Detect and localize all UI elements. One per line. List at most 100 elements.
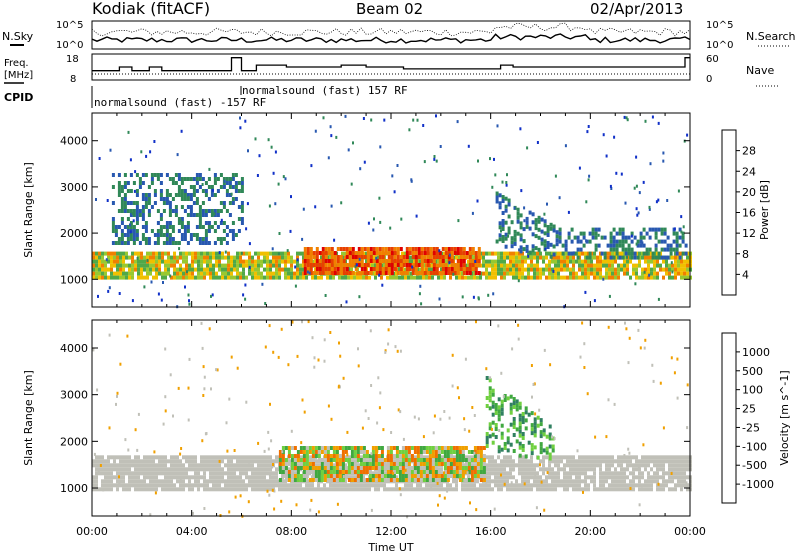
heatmap-cell xyxy=(362,450,366,454)
heatmap-cell xyxy=(515,439,519,444)
heatmap-cell xyxy=(321,263,325,267)
heatmap-cell xyxy=(213,229,217,233)
heatmap-noise xyxy=(338,341,340,345)
heatmap-cell xyxy=(422,466,426,470)
heatmap-cell xyxy=(281,479,284,484)
heatmap-cell xyxy=(545,450,549,455)
heatmap-cell xyxy=(425,458,429,462)
heatmap-cell xyxy=(251,483,254,488)
heatmap-cell xyxy=(233,467,236,472)
heatmap-cell xyxy=(528,250,532,255)
heatmap-cell xyxy=(147,201,151,205)
heatmap-cell xyxy=(482,251,485,256)
heatmap-cell xyxy=(176,275,179,280)
heatmap-cell xyxy=(530,431,534,436)
heatmap-cell xyxy=(290,483,293,488)
heatmap-cell xyxy=(680,479,683,484)
heatmap-cell xyxy=(467,462,471,466)
heatmap-noise xyxy=(367,417,370,420)
heatmap-cell xyxy=(293,471,296,476)
x-tick-label: 12:00 xyxy=(375,525,407,538)
heatmap-cell xyxy=(521,459,524,464)
heatmap-cell xyxy=(167,251,170,256)
heatmap-noise xyxy=(643,270,646,274)
heatmap-cell xyxy=(659,267,662,272)
heatmap-cell xyxy=(614,467,617,472)
heatmap-noise xyxy=(269,402,271,406)
heatmap-cell xyxy=(203,475,206,480)
heatmap-cell xyxy=(581,271,584,276)
heatmap-noise xyxy=(296,354,299,358)
heatmap-cell xyxy=(327,267,331,271)
heatmap-cell xyxy=(474,255,478,259)
heatmap-cell xyxy=(551,436,555,441)
heatmap-cell xyxy=(545,255,548,260)
heatmap-cell xyxy=(392,446,396,450)
heatmap-cell xyxy=(92,479,95,484)
heatmap-cell xyxy=(345,251,349,255)
heatmap-cell xyxy=(269,259,272,264)
heatmap-cell xyxy=(437,462,441,466)
heatmap-cell xyxy=(461,271,464,276)
heatmap-cell xyxy=(284,458,288,462)
heatmap-cell xyxy=(260,467,263,472)
heatmap-cell xyxy=(491,267,494,272)
heatmap-cell xyxy=(201,201,205,205)
heatmap-cell xyxy=(365,275,368,280)
heatmap-cell xyxy=(162,233,166,237)
heatmap-cell xyxy=(219,209,223,213)
heatmap-cell xyxy=(143,483,146,488)
heatmap-noise xyxy=(351,478,354,482)
heatmap-cell xyxy=(101,255,104,260)
heatmap-cell xyxy=(581,467,584,472)
heatmap-noise xyxy=(347,148,350,152)
heatmap-cell xyxy=(503,263,506,268)
heatmap-cell xyxy=(345,267,349,271)
heatmap-noise xyxy=(477,297,480,301)
heatmap-cell xyxy=(123,209,127,213)
heatmap-cell xyxy=(170,459,173,464)
heatmap-cell xyxy=(191,275,194,280)
heatmap-cell xyxy=(92,275,95,280)
heatmap-cell xyxy=(366,255,370,259)
heatmap-cell xyxy=(477,259,481,263)
heatmap-cell xyxy=(411,271,415,275)
heatmap-cell xyxy=(287,255,290,260)
heatmap-cell xyxy=(395,470,399,474)
heatmap-cell xyxy=(459,267,463,271)
heatmap-cell xyxy=(368,470,372,474)
heatmap-cell xyxy=(642,235,646,240)
heatmap-cell xyxy=(147,237,151,241)
heatmap-noise xyxy=(605,154,608,158)
heatmap-cell xyxy=(179,479,182,484)
heatmap-cell xyxy=(563,479,566,484)
heatmap-cell xyxy=(221,479,224,484)
heatmap-cell xyxy=(281,251,284,256)
heatmap-cell xyxy=(179,271,182,276)
heatmap-cell xyxy=(254,251,257,256)
heatmap-cell xyxy=(557,483,560,488)
heatmap-cell xyxy=(467,475,470,480)
heatmap-cell xyxy=(269,467,272,472)
heatmap-cell xyxy=(675,235,679,240)
heatmap-cell xyxy=(683,463,686,468)
heatmap-cell xyxy=(236,455,239,460)
heatmap-cell xyxy=(312,251,316,255)
heatmap-noise xyxy=(187,386,190,390)
heatmap-cell xyxy=(497,445,501,450)
heatmap-cell xyxy=(312,255,316,259)
heatmap-cell xyxy=(287,271,290,276)
heatmap-cell xyxy=(135,189,139,193)
heatmap-cell xyxy=(110,275,113,280)
heatmap-noise xyxy=(99,464,102,467)
heatmap-cell xyxy=(431,483,434,488)
heatmap-cell xyxy=(168,193,172,197)
heatmap-cell xyxy=(413,470,417,474)
heatmap-noise xyxy=(268,204,271,208)
heatmap-cell xyxy=(333,255,337,259)
heatmap-cell xyxy=(189,233,193,237)
heatmap-cell xyxy=(299,275,302,280)
heatmap-cell xyxy=(572,487,575,492)
heatmap-noise xyxy=(406,515,409,519)
